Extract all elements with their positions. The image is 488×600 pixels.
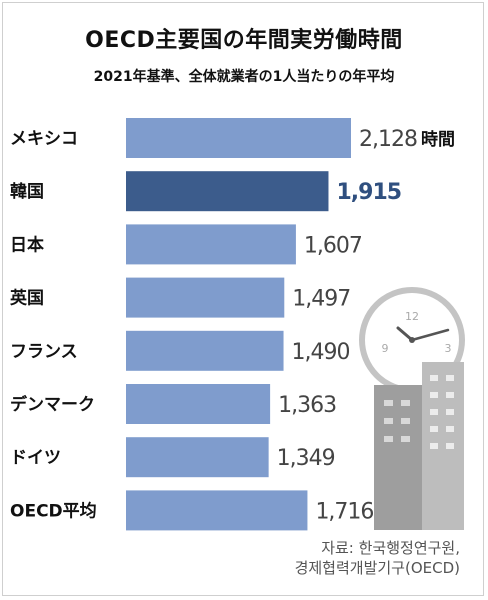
source-note: 자료: 한국행정연구원, 경제협력개발기구(OECD) (295, 538, 460, 578)
value-label: 1,349 (277, 446, 335, 471)
category-label: OECD平均 (10, 500, 97, 521)
bar (126, 224, 296, 265)
bar (126, 330, 284, 371)
category-label: メキシコ (10, 129, 78, 149)
bar (126, 437, 269, 478)
bar (126, 277, 285, 318)
bar (126, 171, 329, 212)
category-label: 韓国 (10, 181, 44, 202)
value-label: 1,915 (336, 180, 401, 205)
buildings-icon (374, 362, 464, 530)
bar (126, 490, 308, 531)
svg-text:12: 12 (405, 310, 419, 323)
category-label: デンマーク (10, 394, 95, 415)
category-label: 日本 (10, 234, 44, 255)
category-label: ドイツ (10, 448, 61, 468)
source-line-1: 자료: 한국행정연구원, (321, 539, 460, 557)
chart-frame (2, 2, 484, 596)
bar (126, 384, 271, 424)
value-label: 1,490 (292, 340, 350, 365)
value-label: 1,497 (292, 287, 350, 312)
chart-subtitle: 2021年基準、全体就業者の1人当たりの年平均 (93, 69, 395, 85)
bar (126, 118, 351, 158)
value-label: 1,607 (304, 233, 362, 258)
value-label: 2,128 (359, 127, 417, 152)
clock-buildings-illustration: 12 9 3 (359, 287, 465, 530)
category-label: フランス (10, 342, 78, 362)
svg-text:9: 9 (382, 342, 389, 355)
value-label: 1,363 (278, 393, 336, 418)
unit-label: 時間 (421, 129, 455, 150)
svg-text:3: 3 (445, 342, 452, 355)
value-label: 1,716 (315, 499, 373, 524)
category-label: 英国 (10, 288, 44, 309)
source-line-2: 경제협력개발기구(OECD) (294, 559, 460, 577)
chart-title: OECD主要国の年間実労働時間 (85, 28, 403, 53)
